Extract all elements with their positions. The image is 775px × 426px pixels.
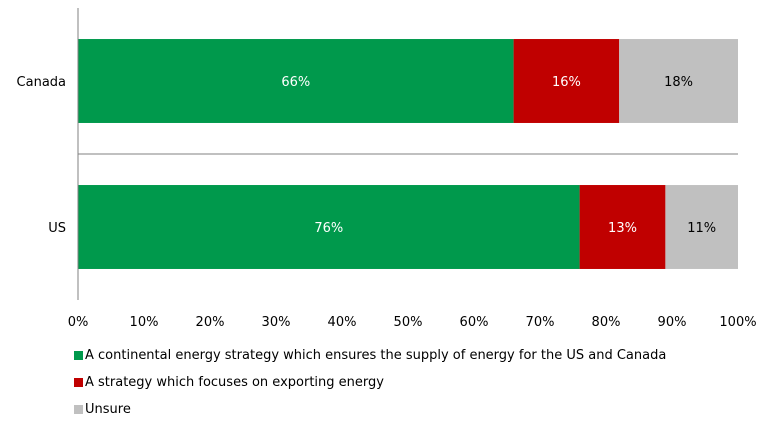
data-label: 13% [608,221,637,236]
legend: A continental energy strategy which ensu… [74,345,666,426]
x-tick-label: 50% [394,315,423,330]
bar-segment [619,39,738,123]
category-label: Canada [17,75,66,90]
x-tick-label: 40% [328,315,357,330]
legend-label: A continental energy strategy which ensu… [85,347,667,363]
x-tick-label: 80% [592,315,621,330]
data-label: 66% [281,75,310,90]
x-tick-label: 20% [196,315,225,330]
x-tick-label: 60% [460,315,489,330]
x-tick-label: 90% [658,315,687,330]
bar-segment [78,39,514,123]
data-label: 18% [664,75,693,90]
legend-item: A strategy which focuses on exporting en… [74,372,666,392]
bar-segment [665,185,738,269]
legend-label: A strategy which focuses on exporting en… [85,374,384,390]
legend-swatch [74,404,83,414]
x-tick-label: 0% [68,315,89,330]
x-tick-label: 30% [262,315,291,330]
plot-area: 66% 16% 18% Canada 76% 13% 11% US 0% 10% 20% 30% 40%… [17,8,757,330]
x-tick-label: 70% [526,315,555,330]
legend-swatch [74,377,83,387]
legend-item: A continental energy strategy which ensu… [74,345,666,365]
legend-swatch [74,350,83,360]
category-label: US [48,221,66,236]
bar-segment [513,39,620,123]
bar-segment [579,185,666,269]
bar-segment [78,185,580,269]
legend-label: Unsure [85,401,131,417]
legend-item: Unsure [74,399,666,419]
data-label: 16% [552,75,581,90]
x-tick-label: 10% [130,315,159,330]
stacked-bar-chart: 66% 16% 18% Canada 76% 13% 11% US 0% 10% 20% 30% 40%… [17,8,757,330]
data-label: 11% [687,221,716,236]
x-tick-label: 100% [719,315,756,330]
data-label: 76% [314,221,343,236]
